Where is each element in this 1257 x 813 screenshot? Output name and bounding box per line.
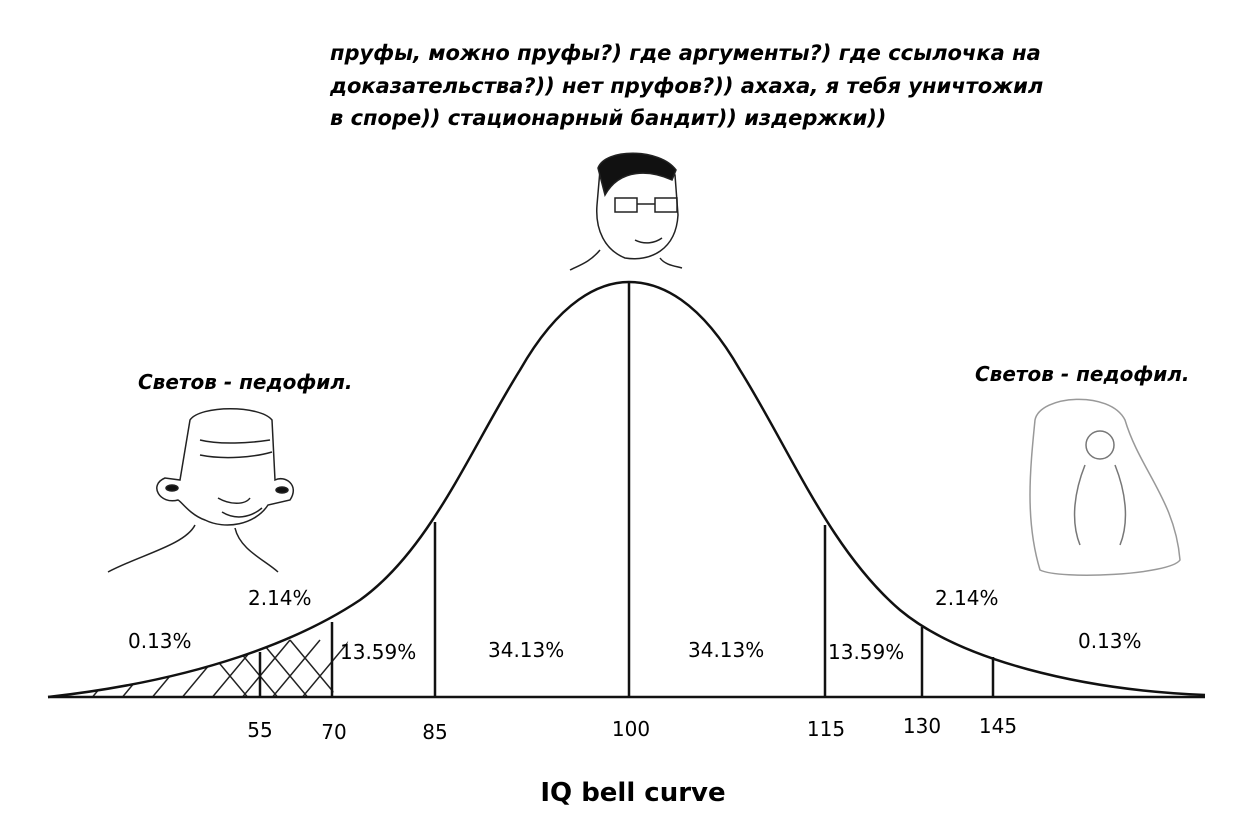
axis-labels: 55 70 85 100 115 130 145	[247, 714, 1017, 744]
axis-label: 130	[903, 714, 941, 738]
caption-line: пруфы, можно пруфы?) где аргументы?) где…	[330, 41, 1041, 65]
region-label: 2.14%	[248, 586, 312, 610]
bell-curve	[47, 280, 1206, 699]
title: IQ bell curve	[540, 778, 725, 808]
region-label: 34.13%	[688, 638, 764, 662]
region-label: 34.13%	[488, 638, 564, 662]
face-left	[107, 408, 295, 573]
axis-label: 55	[247, 718, 272, 742]
caption-line: в споре)) стационарный бандит)) издержки…	[330, 106, 886, 130]
axis-label: 145	[979, 714, 1017, 738]
left-label: Светов - педофил.	[138, 370, 353, 394]
figure-right	[1029, 398, 1181, 576]
caption: пруфы, можно пруфы?) где аргументы?) где…	[329, 41, 1043, 130]
axis-label: 85	[422, 720, 447, 744]
region-label: 13.59%	[828, 640, 904, 664]
region-label: 0.13%	[128, 629, 192, 653]
face-top	[569, 152, 683, 271]
caption-line: доказательства?)) нет пруфов?)) ахаха, я…	[329, 74, 1043, 98]
region-label: 2.14%	[935, 586, 999, 610]
axis-label: 100	[612, 717, 650, 741]
axis-label: 115	[807, 717, 845, 741]
region-labels: 0.13% 2.14% 13.59% 34.13% 34.13% 13.59% …	[128, 586, 1142, 664]
region-label: 13.59%	[340, 640, 416, 664]
axis-label: 70	[321, 720, 346, 744]
region-label: 0.13%	[1078, 629, 1142, 653]
right-label: Светов - педофил.	[975, 362, 1190, 386]
